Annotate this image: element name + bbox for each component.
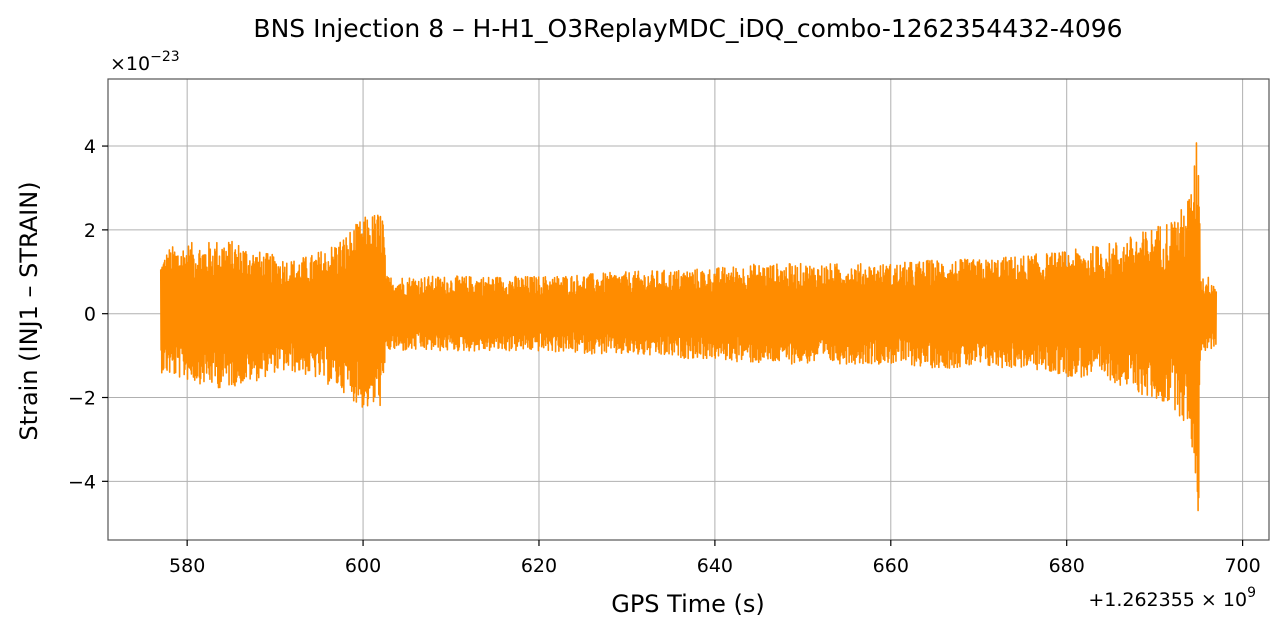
- chart-title: BNS Injection 8 – H-H1_O3ReplayMDC_iDQ_c…: [253, 14, 1122, 43]
- x-offset-exponent: 9: [1247, 585, 1256, 601]
- x-offset-base: +1.262355 × 10: [1088, 589, 1247, 611]
- y-scale-label: ×10−23: [110, 49, 180, 75]
- ticks: 580 600 620 640 660 680 700 −4 −2 0 2 4: [68, 136, 1261, 577]
- x-tick-label: 580: [169, 555, 205, 577]
- x-tick-label: 640: [697, 555, 733, 577]
- y-scale-exponent: −23: [150, 49, 180, 65]
- y-tick-label: 2: [84, 220, 96, 242]
- x-tick-label: 680: [1049, 555, 1085, 577]
- axes-frame: [107, 78, 1270, 541]
- strain-series-line: [159, 142, 1218, 512]
- x-tick-label: 600: [345, 555, 381, 577]
- y-tick-label: 4: [84, 136, 96, 158]
- y-tick-label: 0: [84, 304, 96, 326]
- y-tick-label: −2: [68, 388, 96, 410]
- x-tick-label: 700: [1224, 555, 1260, 577]
- x-tick-label: 620: [521, 555, 557, 577]
- x-offset-label: +1.262355 × 109: [1088, 585, 1256, 611]
- y-scale-base: ×10: [110, 53, 150, 75]
- plot-area: [159, 142, 1218, 512]
- y-axis-label: Strain (INJ1 – STRAIN): [15, 181, 43, 440]
- x-tick-label: 660: [873, 555, 909, 577]
- x-axis-label: GPS Time (s): [611, 590, 765, 618]
- y-tick-label: −4: [68, 471, 96, 493]
